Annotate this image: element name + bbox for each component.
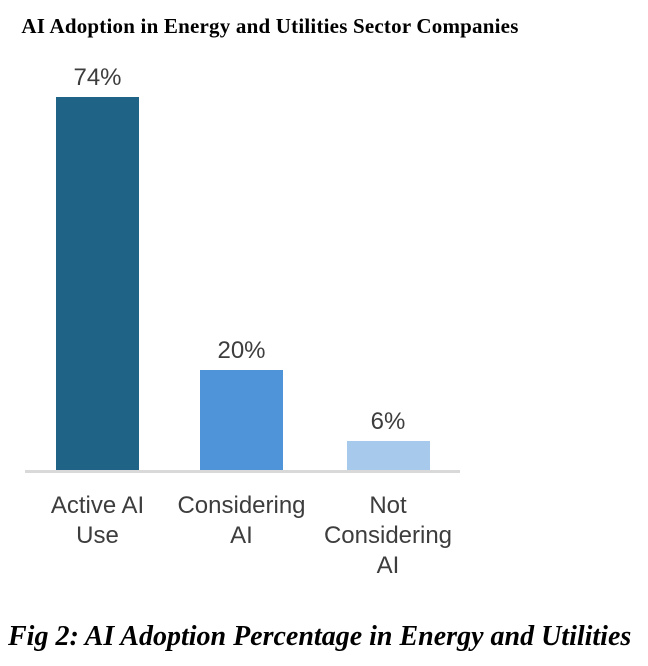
category-label-line: AI (376, 552, 400, 579)
category-label-line: Active AI (50, 492, 145, 519)
bar-not-considering-ai (346, 441, 430, 471)
category-label-line: Not (369, 492, 407, 519)
bar-value-label-considering-ai: 20% (217, 337, 266, 364)
category-label-line: Use (76, 522, 119, 549)
category-label-line: Considering (177, 492, 306, 519)
bar-category-label-not-considering-ai: Not Considering AI (308, 491, 468, 581)
plot-area: 74% 20% 6% Active AI Use Considering AI Not Con… (18, 64, 468, 581)
bar-active-ai-use (56, 97, 139, 471)
category-label-line: Considering (323, 522, 453, 549)
category-label-line: AI (230, 522, 253, 549)
bar-category-label-considering-ai: Considering AI (162, 491, 322, 551)
x-axis-line (25, 470, 460, 473)
bar-considering-ai (200, 370, 283, 471)
bar-value-label-not-considering-ai: 6% (370, 408, 406, 435)
figure-caption: Fig 2: AI Adoption Percentage in Energy … (8, 621, 632, 652)
bar-value-label-active-ai-use: 74% (73, 64, 122, 91)
bar-category-label-active-ai-use: Active AI Use (18, 491, 178, 551)
chart-title: AI Adoption in Energy and Utilities Sect… (21, 14, 519, 38)
